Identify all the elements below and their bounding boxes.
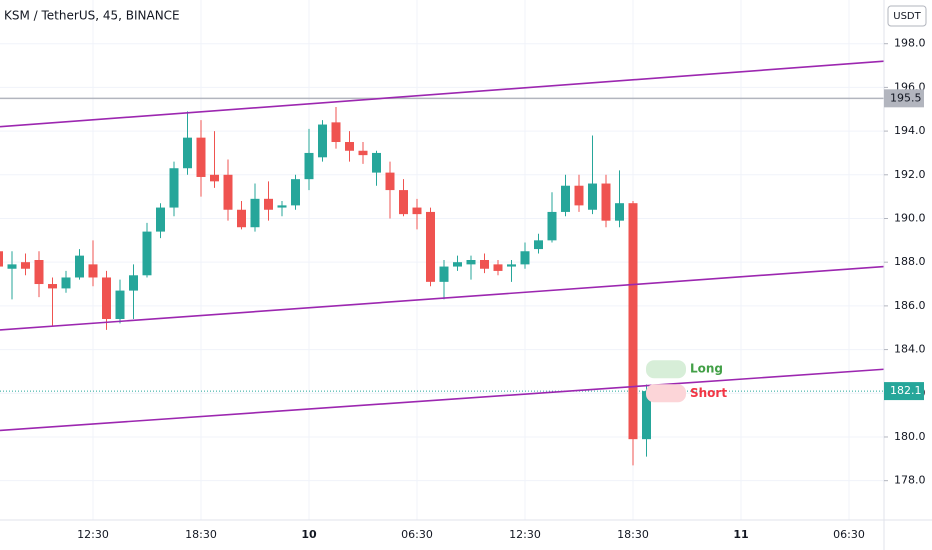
annotation-box [646, 384, 686, 403]
candle-body [318, 124, 327, 158]
candle-body [196, 137, 206, 177]
candle-body [642, 391, 651, 440]
candle-body [237, 209, 246, 228]
trendline [0, 368, 885, 432]
candle-body [7, 264, 17, 269]
y-tick-label: 178.0 [894, 474, 926, 487]
candle-body [561, 185, 570, 212]
candle-body [520, 251, 530, 265]
candle-body [210, 174, 219, 182]
candle-body [466, 260, 476, 265]
candle-body [453, 262, 462, 267]
candle-body [358, 150, 368, 156]
candle-body [48, 284, 57, 289]
annotation-label: Long [690, 362, 723, 376]
candle-body [385, 172, 395, 191]
axes: 178.0180.0182.0184.0186.0188.0190.0192.0… [77, 37, 925, 541]
candle-body [34, 260, 44, 285]
y-tick-label: 192.0 [894, 168, 926, 181]
candle-body [439, 266, 449, 282]
candle-body [183, 137, 192, 169]
candle-body [493, 264, 503, 271]
price-label-box [884, 89, 924, 108]
candle-body [61, 277, 71, 289]
y-tick-label: 188.0 [894, 255, 926, 268]
x-tick-label: 12:30 [77, 528, 109, 541]
y-tick-label: 190.0 [894, 211, 926, 224]
trendline [0, 60, 885, 128]
x-tick-label: 10 [301, 528, 317, 541]
candle-body [169, 168, 179, 208]
y-tick-label: 180.0 [894, 430, 926, 443]
candle-body [250, 198, 260, 228]
candle-body [102, 277, 111, 319]
chart-title: KSM / TetherUS, 45, BINANCE [4, 9, 180, 23]
candle-body [534, 240, 543, 250]
candle-body [129, 275, 138, 291]
y-tick-label: 186.0 [894, 299, 926, 312]
candle-body [412, 207, 422, 215]
price-label: 195.5 [890, 91, 922, 104]
candle-body [264, 198, 273, 210]
price-label: 182.1 [890, 384, 922, 397]
candle-body [304, 152, 314, 180]
candle-body [628, 203, 638, 440]
candle-body [115, 290, 125, 319]
price-label-box [884, 382, 924, 401]
candle-body [0, 251, 3, 267]
candle-body [574, 185, 584, 206]
candle-body [372, 152, 381, 173]
candle-body [615, 203, 624, 221]
y-tick-label: 194.0 [894, 124, 926, 137]
x-tick-label: 06:30 [833, 528, 865, 541]
y-tick-label: 184.0 [894, 343, 926, 356]
plot: Long Short [0, 60, 885, 466]
currency[interactable]: USDT [893, 11, 921, 22]
x-tick-label: 18:30 [185, 528, 217, 541]
currency-box[interactable] [887, 5, 927, 27]
candle-body [331, 122, 341, 143]
candle-body [156, 207, 165, 232]
candle-body [223, 174, 233, 210]
candle-body [21, 262, 30, 269]
candle-body [277, 205, 287, 208]
candle-body [88, 264, 98, 278]
candle-body [345, 142, 354, 151]
x-tick-label: 06:30 [401, 528, 433, 541]
candle-body [547, 211, 557, 241]
candle-body [142, 231, 152, 276]
annotation-box [646, 360, 686, 379]
candle-body [588, 183, 597, 210]
candle-body [399, 190, 408, 215]
x-tick-label: 11 [733, 528, 748, 541]
annotation-label: Short [690, 386, 727, 400]
candle-body [480, 260, 489, 269]
y-tick-label: 198.0 [894, 37, 926, 50]
candle-body [75, 255, 84, 278]
x-tick-label: 12:30 [509, 528, 541, 541]
candle-body [291, 179, 300, 206]
candle-body [601, 183, 611, 221]
candle-body [426, 211, 435, 282]
trendline [0, 265, 885, 331]
x-tick-label: 18:30 [617, 528, 649, 541]
candle-body [507, 264, 516, 267]
